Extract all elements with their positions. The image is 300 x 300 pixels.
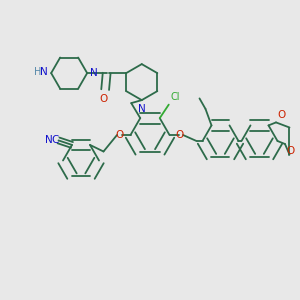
Text: N: N [45,135,53,145]
Text: N: N [90,68,98,78]
Text: O: O [116,130,124,140]
Text: N: N [138,104,146,114]
Text: O: O [286,146,295,156]
Text: N: N [40,67,48,76]
Text: O: O [100,94,108,104]
Text: O: O [176,130,184,140]
Text: C: C [52,135,59,145]
Text: H: H [34,67,42,76]
Text: Cl: Cl [170,92,180,102]
Text: O: O [278,110,286,120]
